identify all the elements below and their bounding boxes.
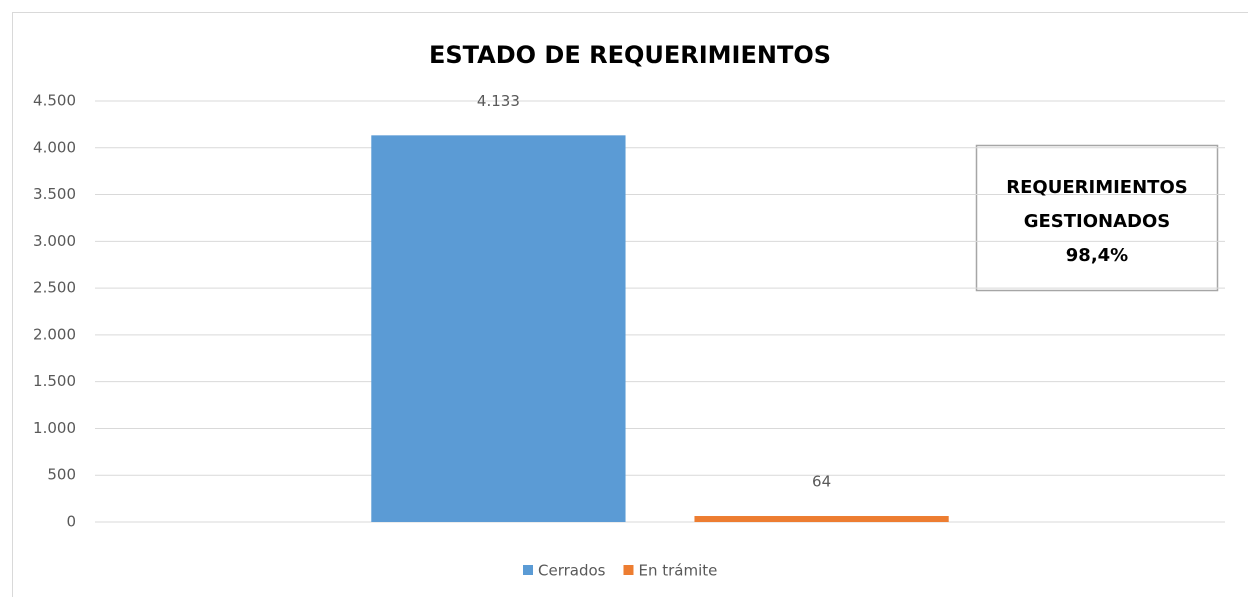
y-tick-label: 1.500	[33, 372, 76, 390]
data-label: 4.133	[477, 92, 520, 110]
y-tick-label: 2.000	[33, 325, 76, 343]
annotation-text: GESTIONADOS	[1024, 211, 1171, 232]
annotation-text: REQUERIMIENTOS	[1006, 177, 1187, 198]
bar	[371, 135, 626, 522]
data-label: 64	[812, 473, 831, 491]
y-tick-label: 0	[66, 513, 76, 531]
y-tick-label: 3.500	[33, 185, 76, 203]
y-tick-label: 3.000	[33, 232, 76, 250]
legend-swatch	[523, 565, 533, 575]
y-tick-label: 500	[47, 466, 76, 484]
chart-title: ESTADO DE REQUERIMIENTOS	[429, 41, 831, 69]
y-tick-label: 4.000	[33, 138, 76, 156]
y-tick-label: 2.500	[33, 279, 76, 297]
bar	[694, 516, 949, 522]
annotation-text: 98,4%	[1066, 245, 1128, 266]
legend-label: En trámite	[638, 562, 717, 580]
chart-border	[12, 12, 1248, 597]
legend-swatch	[623, 565, 634, 575]
y-tick-label: 4.500	[33, 92, 76, 110]
annotation-box	[975, 144, 1219, 292]
y-tick-label: 1.000	[33, 419, 76, 437]
legend-label: Cerrados	[538, 562, 606, 580]
